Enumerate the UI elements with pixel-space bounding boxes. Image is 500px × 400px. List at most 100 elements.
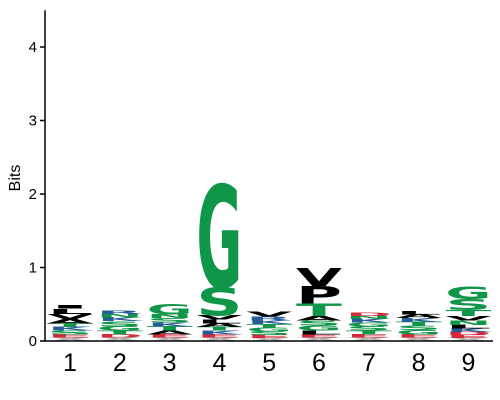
logo-letter: E xyxy=(196,334,242,339)
logo-letter: G xyxy=(196,157,242,321)
logo-letter: R xyxy=(246,316,292,322)
logo-letter: T xyxy=(396,321,443,327)
logo-letter: K xyxy=(197,330,243,336)
logo-letter: G xyxy=(147,301,193,318)
logo-letter: L xyxy=(47,307,93,315)
logo-letter: X xyxy=(196,336,242,342)
position-label: 5 xyxy=(262,349,276,377)
logo-letter: K xyxy=(446,328,492,334)
logo-letter: X xyxy=(445,337,491,342)
logo-letter: S xyxy=(445,296,491,314)
logo-letter: V xyxy=(445,315,491,322)
logo-letter: D xyxy=(445,332,491,337)
logo-letter: E xyxy=(47,334,93,339)
logo-letter: E xyxy=(346,334,392,339)
logo-letter: E xyxy=(147,334,193,339)
y-tick-label: 4 xyxy=(29,39,37,56)
position-label: 2 xyxy=(113,349,127,377)
logo-letter: A xyxy=(47,318,93,325)
y-axis-label: Bits xyxy=(7,165,24,192)
logo-letter: S xyxy=(296,319,342,327)
logo-letter: A xyxy=(196,322,243,328)
y-axis: 0 1 2 3 4 xyxy=(29,10,46,350)
logo-letter: T xyxy=(97,330,144,336)
logo-letter: E xyxy=(396,334,442,339)
logo-letter: S xyxy=(246,330,292,336)
logo-letter: T xyxy=(445,309,491,318)
logo-letter: E xyxy=(296,334,342,339)
logo-letter: K xyxy=(48,326,94,332)
logo-letter: E xyxy=(246,334,292,339)
logo-letter: A xyxy=(396,314,443,320)
logo-letter: K xyxy=(247,319,293,325)
logo-letter: S xyxy=(196,280,242,324)
logo-letter: N xyxy=(97,313,143,319)
logo-letter: G xyxy=(97,325,143,332)
logo-letter: R xyxy=(97,310,143,315)
y-tick-label: 2 xyxy=(29,186,37,203)
position-label: 4 xyxy=(212,349,226,377)
y-tick-label: 0 xyxy=(29,333,37,350)
logo-letter: V xyxy=(196,314,242,321)
logo-letter: K xyxy=(148,322,194,328)
logo-letter: D xyxy=(97,334,143,339)
position-label: 7 xyxy=(362,349,376,377)
x-axis: 1 2 3 4 5 6 7 8 9 xyxy=(45,340,493,377)
logo-letter: G xyxy=(296,324,342,332)
logo-letter: L xyxy=(445,324,491,330)
logo-letter: K xyxy=(397,317,443,323)
logo-letter: V xyxy=(296,263,343,292)
logo-letter: X xyxy=(296,336,342,342)
position-label: 8 xyxy=(412,349,426,377)
logo-letter: A xyxy=(296,315,342,322)
logo-letter: E xyxy=(445,334,491,339)
logo-letter: T xyxy=(196,326,243,332)
logo-letter: X xyxy=(97,336,143,342)
logo-letter: N xyxy=(445,319,491,326)
logo-letter: S xyxy=(97,320,143,328)
logo-letter: S xyxy=(346,325,392,332)
logo-letter: T xyxy=(246,323,293,329)
logo-letter: V xyxy=(47,312,93,320)
logo-letter: T xyxy=(296,300,343,320)
logo-letter: X xyxy=(396,336,442,342)
logo-letter: G xyxy=(246,327,292,333)
logo-letter: L xyxy=(296,330,342,336)
logo-letter: X xyxy=(346,336,392,342)
logo-letter: D xyxy=(346,312,392,317)
y-tick-label: 1 xyxy=(29,260,37,277)
position-label: 6 xyxy=(312,349,326,377)
logo-letter: V xyxy=(246,310,292,318)
logo-columns: XESKTAVLIXDTGSKNRXEATKSNGXEKTALVSGXESGTK… xyxy=(47,157,493,342)
logo-letter: G xyxy=(445,283,491,303)
logo-letter: A xyxy=(147,330,194,336)
logo-letter: P xyxy=(296,282,342,310)
logo-letter: X xyxy=(246,337,292,342)
logo-letter: X xyxy=(47,336,93,342)
logo-letter: K xyxy=(98,317,144,323)
position-label: 3 xyxy=(163,349,177,377)
logo-letter: L xyxy=(396,311,442,316)
position-label: 1 xyxy=(63,349,77,377)
logo-letter: S xyxy=(47,330,93,336)
logo-letter: T xyxy=(346,330,393,336)
logo-letter: T xyxy=(147,325,193,332)
logo-letter: K xyxy=(347,318,393,324)
y-tick-label: 3 xyxy=(29,113,37,130)
logo-letter: N xyxy=(346,315,392,320)
logo-letter: L xyxy=(196,319,242,325)
logo-letter: T xyxy=(47,323,94,329)
logo-letter: X xyxy=(147,336,193,342)
logo-letter: I xyxy=(47,305,93,310)
logo-letter: S xyxy=(396,324,442,331)
